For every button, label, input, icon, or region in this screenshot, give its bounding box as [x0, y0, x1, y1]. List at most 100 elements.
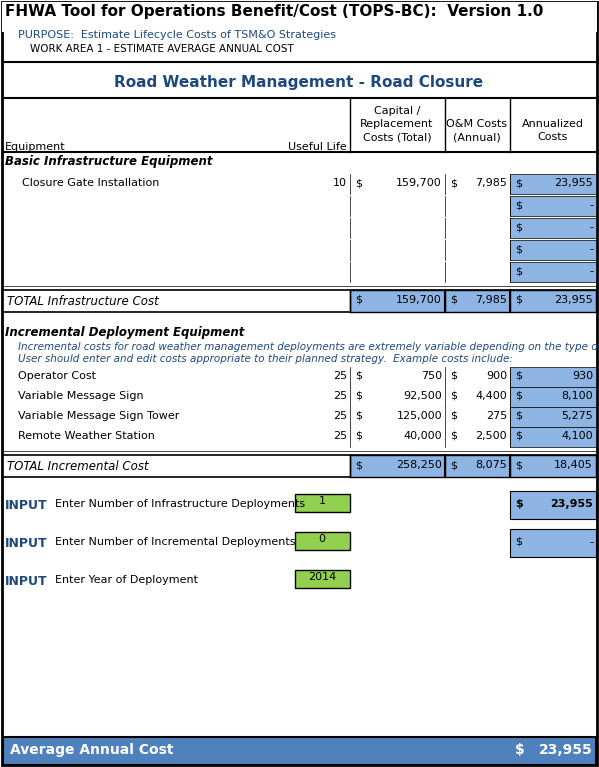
Text: $: $ — [355, 460, 362, 470]
Text: -: - — [589, 266, 593, 276]
Text: $: $ — [450, 431, 457, 441]
Text: 930: 930 — [572, 371, 593, 381]
Text: Enter Year of Deployment: Enter Year of Deployment — [55, 575, 198, 585]
Text: $: $ — [450, 178, 457, 188]
Bar — [510, 529, 596, 557]
Text: 0: 0 — [319, 534, 325, 544]
Text: Variable Message Sign: Variable Message Sign — [18, 391, 144, 401]
Text: 900: 900 — [486, 371, 507, 381]
Bar — [510, 387, 596, 407]
Bar — [445, 455, 510, 477]
Text: $: $ — [515, 460, 522, 470]
Text: Enter Number of Incremental Deployments: Enter Number of Incremental Deployments — [55, 537, 295, 547]
Text: $: $ — [515, 743, 525, 757]
Text: 23,955: 23,955 — [554, 295, 593, 305]
Text: INPUT: INPUT — [5, 575, 48, 588]
Text: 4,400: 4,400 — [475, 391, 507, 401]
Bar — [510, 455, 596, 477]
Text: 23,955: 23,955 — [539, 743, 593, 757]
Text: 25: 25 — [333, 391, 347, 401]
Text: -: - — [589, 222, 593, 232]
Text: 7,985: 7,985 — [475, 295, 507, 305]
Bar — [510, 491, 596, 519]
Bar — [510, 240, 596, 260]
Bar — [510, 262, 596, 282]
Text: 25: 25 — [333, 431, 347, 441]
Bar — [510, 218, 596, 238]
Text: 10: 10 — [333, 178, 347, 188]
Text: Basic Infrastructure Equipment: Basic Infrastructure Equipment — [5, 155, 213, 168]
Bar — [295, 570, 350, 588]
Text: Incremental Deployment Equipment: Incremental Deployment Equipment — [5, 326, 244, 339]
Text: WORK AREA 1 - ESTIMATE AVERAGE ANNUAL COST: WORK AREA 1 - ESTIMATE AVERAGE ANNUAL CO… — [30, 44, 294, 54]
Text: 2014: 2014 — [308, 572, 336, 582]
Text: 4,100: 4,100 — [561, 431, 593, 441]
Bar — [3, 290, 596, 312]
Text: 750: 750 — [421, 371, 442, 381]
Text: $: $ — [515, 266, 522, 276]
Text: 8,075: 8,075 — [475, 460, 507, 470]
Text: 18,405: 18,405 — [554, 460, 593, 470]
Text: Operator Cost: Operator Cost — [18, 371, 96, 381]
Text: 125,000: 125,000 — [397, 411, 442, 421]
Text: INPUT: INPUT — [5, 537, 48, 550]
Text: 2,500: 2,500 — [476, 431, 507, 441]
Bar — [350, 455, 445, 477]
Text: Incremental costs for road weather management deployments are extremely variable: Incremental costs for road weather manag… — [18, 342, 599, 352]
Text: 25: 25 — [333, 411, 347, 421]
Bar — [295, 494, 350, 512]
Bar — [510, 290, 596, 312]
Text: $: $ — [515, 295, 522, 305]
Text: Average Annual Cost: Average Annual Cost — [10, 743, 174, 757]
Text: O&M Costs: O&M Costs — [446, 119, 507, 129]
Text: Costs: Costs — [538, 132, 568, 142]
Text: 40,000: 40,000 — [403, 431, 442, 441]
Bar — [3, 737, 596, 765]
Text: $: $ — [355, 431, 362, 441]
Text: INPUT: INPUT — [5, 499, 48, 512]
Text: 7,985: 7,985 — [475, 178, 507, 188]
Text: $: $ — [355, 411, 362, 421]
Text: $: $ — [515, 537, 522, 547]
Text: Closure Gate Installation: Closure Gate Installation — [22, 178, 159, 188]
Bar — [510, 367, 596, 387]
Bar — [510, 174, 596, 194]
Text: $: $ — [515, 222, 522, 232]
Text: 23,955: 23,955 — [550, 499, 593, 509]
Text: Annualized: Annualized — [522, 119, 584, 129]
Text: 5,275: 5,275 — [561, 411, 593, 421]
Text: Enter Number of Infrastructure Deployments: Enter Number of Infrastructure Deploymen… — [55, 499, 305, 509]
Text: $: $ — [515, 391, 522, 401]
Text: 23,955: 23,955 — [554, 178, 593, 188]
Text: 258,250: 258,250 — [396, 460, 442, 470]
Text: $: $ — [450, 371, 457, 381]
Text: (Annual): (Annual) — [453, 132, 501, 142]
Text: -: - — [589, 244, 593, 254]
Bar — [510, 196, 596, 216]
Bar — [510, 407, 596, 427]
Text: $: $ — [515, 411, 522, 421]
Text: TOTAL Incremental Cost: TOTAL Incremental Cost — [7, 460, 149, 473]
Text: $: $ — [450, 460, 457, 470]
Text: $: $ — [515, 200, 522, 210]
Text: Road Weather Management - Road Closure: Road Weather Management - Road Closure — [114, 75, 483, 90]
Bar — [295, 532, 350, 550]
Text: 92,500: 92,500 — [403, 391, 442, 401]
Text: Remote Weather Station: Remote Weather Station — [18, 431, 155, 441]
Text: 1: 1 — [319, 496, 325, 506]
Text: $: $ — [515, 244, 522, 254]
Text: -: - — [589, 200, 593, 210]
Text: Capital /: Capital / — [374, 106, 420, 116]
Text: 25: 25 — [333, 371, 347, 381]
Bar — [2, 2, 597, 32]
Text: $: $ — [355, 295, 362, 305]
Text: 8,100: 8,100 — [561, 391, 593, 401]
Text: FHWA Tool for Operations Benefit/Cost (TOPS-BC):  Version 1.0: FHWA Tool for Operations Benefit/Cost (T… — [5, 4, 543, 19]
Text: User should enter and edit costs appropriate to their planned strategy.  Example: User should enter and edit costs appropr… — [18, 354, 513, 364]
Bar — [350, 290, 445, 312]
Text: 159,700: 159,700 — [397, 178, 442, 188]
Text: $: $ — [515, 499, 523, 509]
Text: PURPOSE:  Estimate Lifecycle Costs of TSM&O Strategies: PURPOSE: Estimate Lifecycle Costs of TSM… — [18, 30, 336, 40]
Bar — [3, 455, 596, 477]
Text: $: $ — [355, 178, 362, 188]
